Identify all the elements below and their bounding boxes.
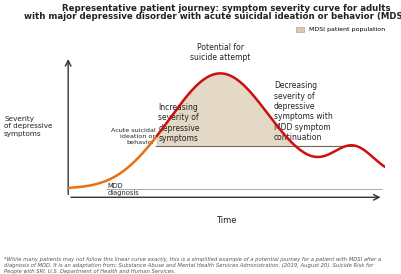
Legend: MDSI patient population: MDSI patient population bbox=[296, 27, 385, 32]
Text: Potential for
suicide attempt: Potential for suicide attempt bbox=[190, 42, 251, 62]
Text: Severity
of depressive
symptoms: Severity of depressive symptoms bbox=[4, 116, 53, 136]
Text: with major depressive disorder with acute suicidal ideation or behavior (MDSI)1,: with major depressive disorder with acut… bbox=[24, 12, 401, 21]
Text: MDD
diagnosis: MDD diagnosis bbox=[108, 183, 140, 196]
Text: Representative patient journey: symptom severity curve for adults: Representative patient journey: symptom … bbox=[62, 4, 391, 13]
Text: Acute suicidal
ideation or
behavior: Acute suicidal ideation or behavior bbox=[111, 128, 155, 145]
Text: Increasing
severity of
depressive
symptoms: Increasing severity of depressive sympto… bbox=[158, 103, 200, 143]
Text: Time: Time bbox=[216, 216, 237, 225]
Text: Decreasing
severity of
depressive
symptoms with
MDD symptom
continuation: Decreasing severity of depressive sympto… bbox=[274, 81, 333, 142]
Text: *While many patients may not follow this linear curve exactly, this is a simplif: *While many patients may not follow this… bbox=[4, 256, 381, 274]
